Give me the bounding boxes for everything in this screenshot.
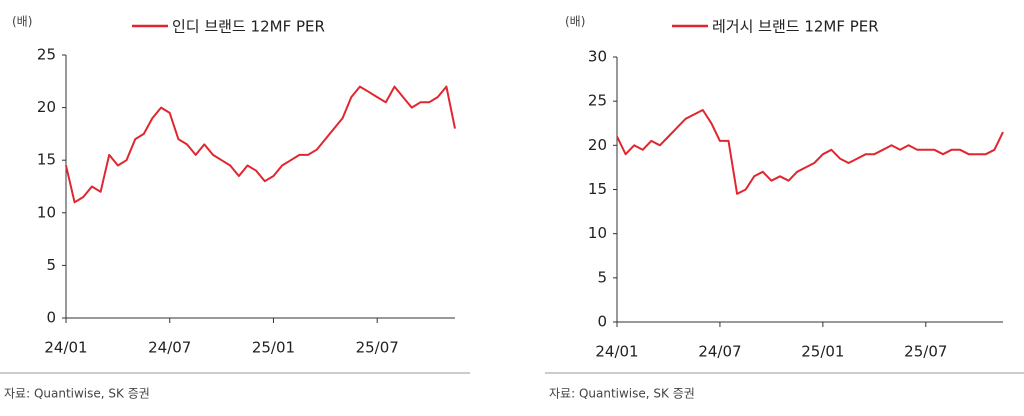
- y-tick-label: 20: [588, 136, 607, 154]
- x-tick-label: 25/01: [252, 339, 295, 357]
- line-series: [616, 109, 1004, 195]
- x-tick-label: 25/07: [904, 343, 947, 361]
- x-tick-label: 25/01: [801, 343, 844, 361]
- source-note: 자료: Quantiwise, SK 증권: [4, 387, 150, 401]
- y-tick-label: 0: [46, 309, 56, 327]
- line-series: [65, 85, 456, 204]
- y-tick-label: 15: [37, 151, 56, 169]
- source-note: 자료: Quantiwise, SK 증권: [549, 387, 695, 401]
- y-tick-label: 5: [597, 268, 607, 286]
- unit-label: (배): [12, 15, 32, 29]
- x-tick-label: 24/07: [698, 343, 741, 361]
- y-tick-label: 20: [37, 98, 56, 116]
- y-tick-label: 5: [46, 256, 56, 274]
- y-tick-label: 15: [588, 180, 607, 198]
- y-tick-label: 10: [37, 203, 56, 221]
- legend-label: 레거시 브랜드 12MF PER: [712, 18, 879, 36]
- x-tick-label: 24/01: [595, 343, 638, 361]
- y-tick-label: 10: [588, 224, 607, 242]
- x-tick-label: 24/07: [148, 339, 191, 357]
- y-tick-label: 0: [597, 313, 607, 331]
- unit-label: (배): [565, 15, 585, 29]
- y-tick-label: 25: [37, 46, 56, 64]
- x-tick-label: 25/07: [356, 339, 399, 357]
- y-tick-label: 30: [588, 48, 607, 66]
- x-tick-label: 24/01: [44, 339, 87, 357]
- y-tick-label: 25: [588, 92, 607, 110]
- legend-label: 인디 브랜드 12MF PER: [172, 18, 325, 36]
